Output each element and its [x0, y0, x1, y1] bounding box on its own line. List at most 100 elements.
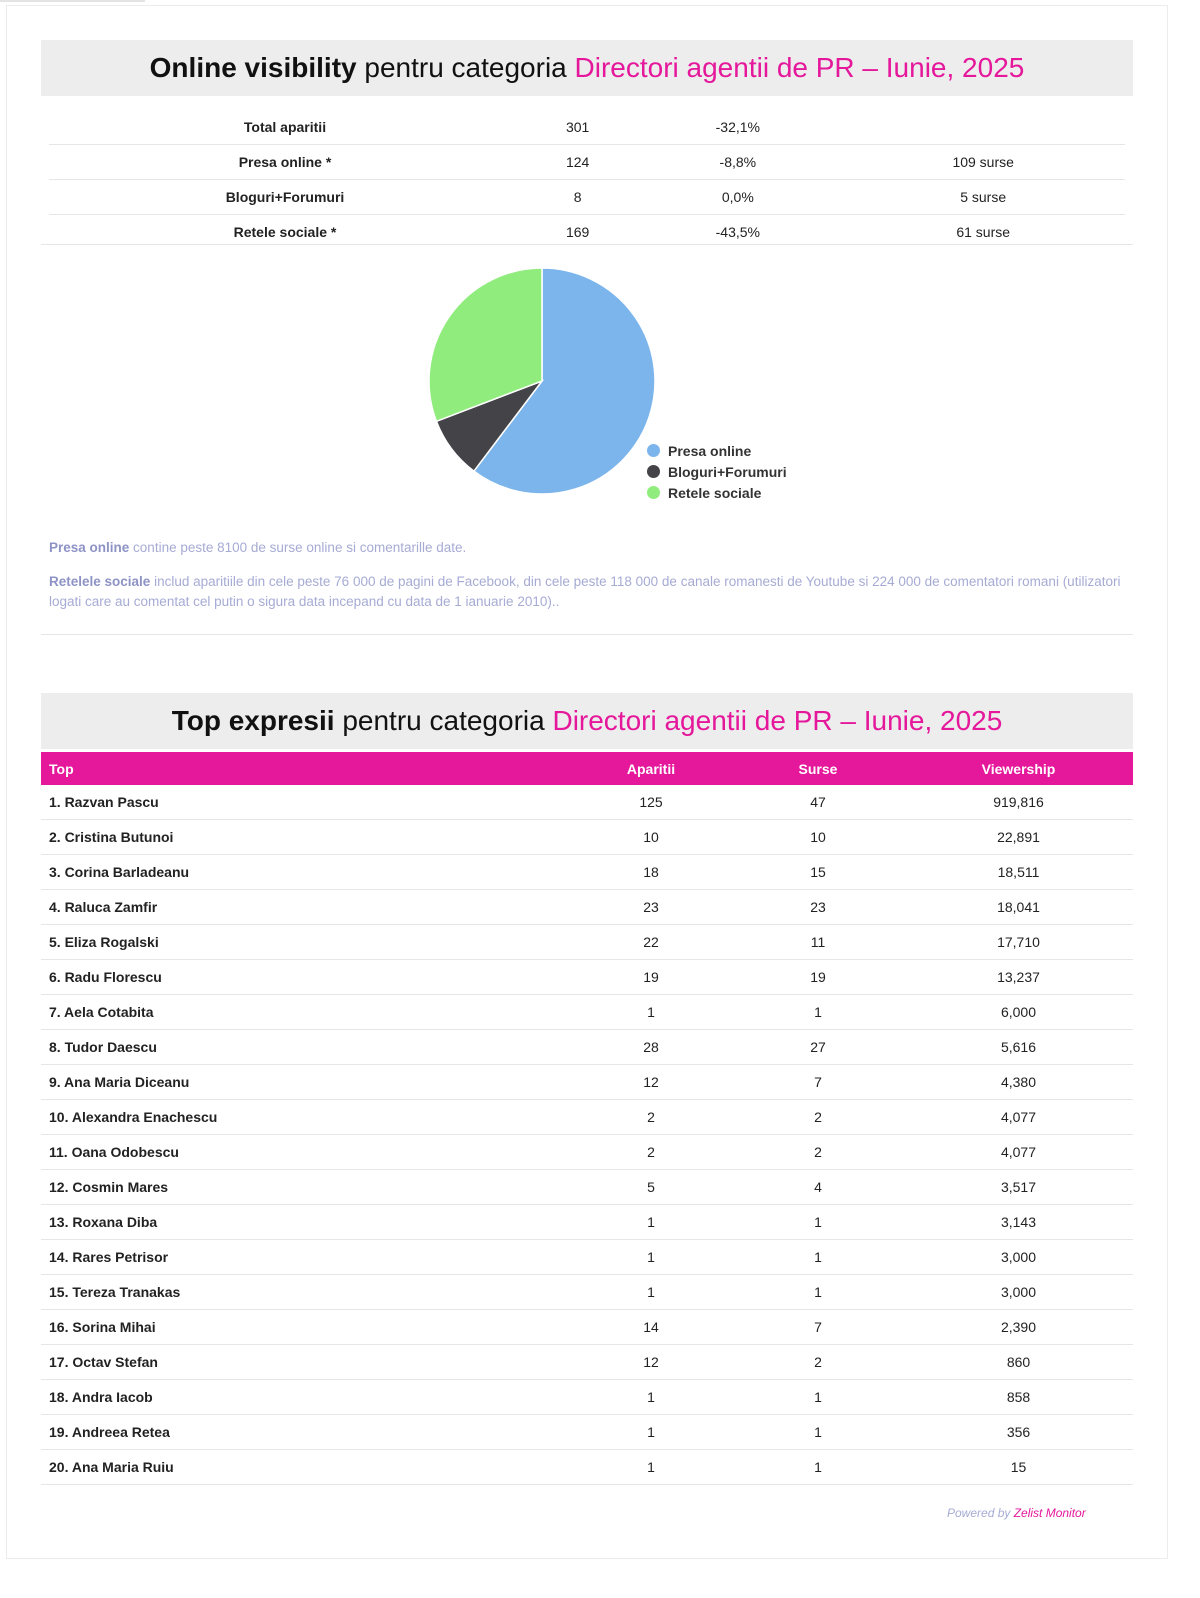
brand-link[interactable]: Zelist Monitor	[1013, 1506, 1086, 1520]
legend-item[interactable]: Presa online	[647, 440, 787, 461]
divider	[41, 244, 1133, 245]
table-row: 4. Raluca Zamfir 23 23 18,041	[41, 889, 1133, 925]
surse-cell: 7	[732, 1064, 904, 1100]
aparitii-cell: 12	[570, 1064, 732, 1100]
legend-item[interactable]: Retele sociale	[647, 482, 787, 503]
pie-legend: Presa online Bloguri+Forumuri Retele socia…	[647, 440, 787, 503]
table-row: 11. Oana Odobescu 2 2 4,077	[41, 1134, 1133, 1170]
surse-cell: 23	[732, 889, 904, 925]
stats-label: Presa online *	[49, 144, 521, 180]
viewership-cell: 17,710	[904, 924, 1133, 960]
aparitii-cell: 22	[570, 924, 732, 960]
aparitii-cell: 12	[570, 1344, 732, 1380]
stats-row: Total aparitii 301 -32,1%	[49, 110, 1125, 145]
table-row: 17. Octav Stefan 12 2 860	[41, 1344, 1133, 1380]
table-row: 5. Eliza Rogalski 22 11 17,710	[41, 924, 1133, 960]
viewership-cell: 2,390	[904, 1309, 1133, 1345]
surse-cell: 1	[732, 1204, 904, 1240]
stats-label: Retele sociale *	[233, 224, 337, 240]
table-row: 15. Tereza Tranakas 1 1 3,000	[41, 1274, 1133, 1310]
viewership-cell: 18,041	[904, 889, 1133, 925]
legend-dot-icon	[647, 486, 660, 499]
surse-cell: 2	[732, 1099, 904, 1135]
viewership-cell: 22,891	[904, 819, 1133, 855]
column-header[interactable]: Top	[41, 752, 570, 785]
table-row: 7. Aela Cotabita 1 1 6,000	[41, 994, 1133, 1030]
surse-cell: 7	[732, 1309, 904, 1345]
note-presa: Presa online contine peste 8100 de surse…	[49, 538, 1129, 558]
aparitii-cell: 23	[570, 889, 732, 925]
surse-cell: 19	[732, 959, 904, 995]
column-header[interactable]: Aparitii	[570, 752, 732, 785]
name-cell: 13. Roxana Diba	[41, 1204, 570, 1240]
table-row: 8. Tudor Daescu 28 27 5,616	[41, 1029, 1133, 1065]
aparitii-cell: 1	[570, 1449, 732, 1485]
name-cell: 7. Aela Cotabita	[41, 994, 570, 1030]
stats-change: 0,0%	[634, 179, 842, 215]
aparitii-cell: 125	[570, 785, 732, 820]
note-presa-text: contine peste 8100 de surse online si co…	[129, 540, 467, 555]
name-cell: 18. Andra Iacob	[41, 1379, 570, 1415]
pie-slice-retele-sociale[interactable]	[428, 267, 543, 423]
title-bold: Online visibility	[149, 52, 357, 83]
viewership-cell: 3,517	[904, 1169, 1133, 1205]
divider	[41, 634, 1133, 635]
viewership-cell: 13,237	[904, 959, 1133, 995]
stats-label: Total aparitii	[49, 110, 521, 145]
column-header[interactable]: Viewership	[904, 752, 1133, 785]
name-cell: 17. Octav Stefan	[41, 1344, 570, 1380]
aparitii-cell: 10	[570, 819, 732, 855]
name-cell: 2. Cristina Butunoi	[41, 819, 570, 855]
legend-dot-icon	[647, 465, 660, 478]
surse-cell: 1	[732, 1379, 904, 1415]
table-row: 19. Andreea Retea 1 1 356	[41, 1414, 1133, 1450]
legend-label: Retele sociale	[668, 484, 762, 501]
viewership-cell: 5,616	[904, 1029, 1133, 1065]
table-header: Top Aparitii Surse Viewership	[41, 752, 1133, 785]
aparitii-cell: 1	[570, 994, 732, 1030]
name-cell: 3. Corina Barladeanu	[41, 854, 570, 890]
pie-slice-presa-online[interactable]	[472, 267, 656, 495]
legend-item[interactable]: Bloguri+Forumuri	[647, 461, 787, 482]
aparitii-cell: 1	[570, 1414, 732, 1450]
title-bold: Top expresii	[171, 705, 335, 736]
viewership-cell: 18,511	[904, 854, 1133, 890]
aparitii-cell: 28	[570, 1029, 732, 1065]
top-scroll-indicator	[0, 0, 145, 2]
aparitii-cell: 18	[570, 854, 732, 890]
powered-text: Powered by	[947, 1506, 1014, 1520]
note-presa-bold: Presa online	[49, 540, 130, 555]
name-cell: 20. Ana Maria Ruiu	[41, 1449, 570, 1485]
surse-cell: 1	[732, 994, 904, 1030]
note-retele: Retelele sociale includ aparitiile din c…	[49, 572, 1129, 612]
aparitii-cell: 1	[570, 1204, 732, 1240]
surse-cell: 1	[732, 1239, 904, 1275]
report-card: Online visibility pentru categoria Direc…	[6, 5, 1168, 1559]
table-row: 10. Alexandra Enachescu 2 2 4,077	[41, 1099, 1133, 1135]
stats-change: -8,8%	[634, 144, 842, 180]
legend-label: Bloguri+Forumuri	[668, 463, 787, 480]
viewership-cell: 858	[904, 1379, 1133, 1415]
aparitii-cell: 2	[570, 1099, 732, 1135]
aparitii-cell: 1	[570, 1274, 732, 1310]
visibility-header: Online visibility pentru categoria Direc…	[41, 40, 1133, 96]
viewership-cell: 919,816	[904, 785, 1133, 820]
powered-by: Powered by Zelist Monitor	[947, 1506, 1086, 1520]
surse-cell: 47	[732, 785, 904, 820]
surse-cell: 4	[732, 1169, 904, 1205]
viewership-cell: 356	[904, 1414, 1133, 1450]
name-cell: 9. Ana Maria Diceanu	[41, 1064, 570, 1100]
aparitii-cell: 1	[570, 1239, 732, 1275]
table-row: 1. Razvan Pascu 125 47 919,816	[41, 785, 1133, 820]
aparitii-cell: 19	[570, 959, 732, 995]
pie-chart	[428, 267, 656, 495]
column-header[interactable]: Surse	[732, 752, 904, 785]
surse-cell: 1	[732, 1274, 904, 1310]
name-cell: 11. Oana Odobescu	[41, 1134, 570, 1170]
table-row: 6. Radu Florescu 19 19 13,237	[41, 959, 1133, 995]
name-cell: 1. Razvan Pascu	[41, 785, 570, 820]
top-expressions-table: Top Aparitii Surse Viewership 1. Razvan Pasc…	[41, 752, 1133, 1485]
top-header: Top expresii pentru categoria Directori …	[41, 693, 1133, 749]
viewership-cell: 860	[904, 1344, 1133, 1380]
